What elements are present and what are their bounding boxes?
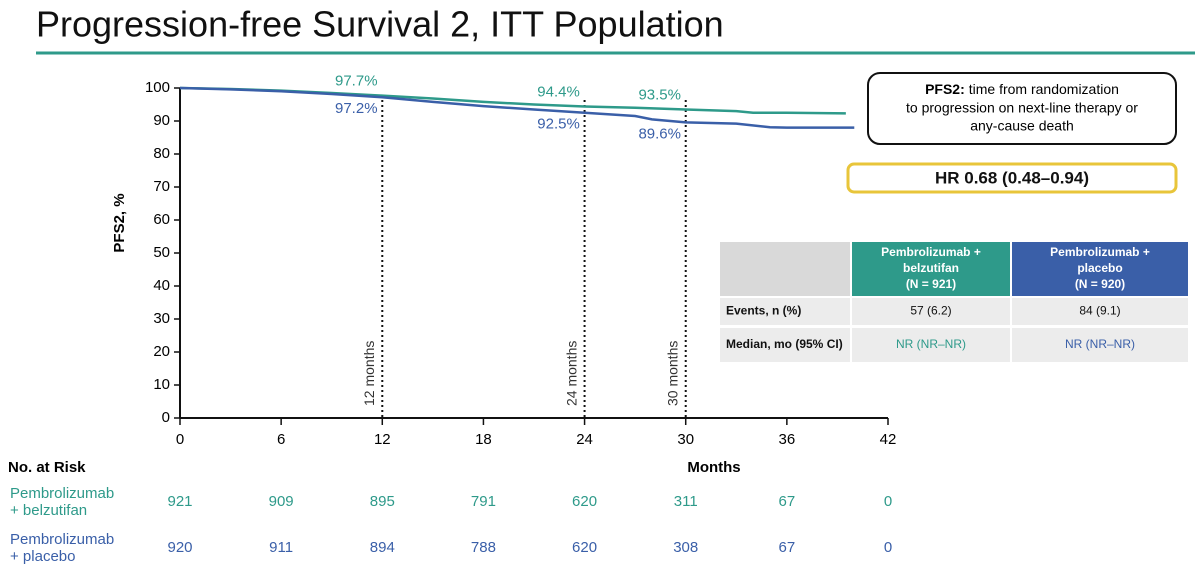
data-label: 93.5% — [638, 86, 681, 103]
table-header-text: Pembrolizumab + — [881, 245, 981, 259]
definition-line: time from randomization — [969, 81, 1119, 97]
y-tick-label: 40 — [153, 277, 170, 294]
table-cell — [1012, 298, 1188, 325]
table-value: 84 (9.1) — [1079, 304, 1120, 318]
table-cell — [720, 328, 850, 362]
y-tick-label: 80 — [153, 145, 170, 162]
y-tick-label: 70 — [153, 178, 170, 195]
risk-count: 308 — [673, 539, 698, 556]
table-cell — [720, 298, 850, 325]
reference-label: 12 months — [361, 341, 377, 406]
y-tick-label: 20 — [153, 343, 170, 360]
x-tick-label: 42 — [880, 431, 897, 448]
table-value: 57 (6.2) — [910, 304, 951, 318]
risk-count: 894 — [370, 539, 395, 556]
x-tick-label: 36 — [779, 431, 796, 448]
table-cell — [1012, 328, 1188, 362]
risk-count: 909 — [269, 493, 294, 510]
survival-curve — [179, 86, 855, 129]
table-header-text: belzutifan — [903, 261, 959, 275]
hazard-ratio: HR 0.68 (0.48–0.94) — [935, 168, 1089, 187]
x-tick-label: 24 — [576, 431, 593, 448]
definition-label: PFS2: — [925, 81, 965, 97]
x-tick-label: 30 — [677, 431, 694, 448]
table-corner — [720, 242, 850, 296]
risk-table-title: No. at Risk — [8, 459, 86, 476]
risk-count: 788 — [471, 539, 496, 556]
risk-count: 0 — [884, 493, 892, 510]
risk-count: 67 — [779, 539, 796, 556]
y-tick-label: 60 — [153, 211, 170, 228]
risk-count: 921 — [167, 493, 192, 510]
risk-count: 311 — [674, 493, 698, 510]
table-cell — [852, 298, 1010, 325]
risk-count: 0 — [884, 539, 892, 556]
risk-row-name: + placebo — [10, 548, 75, 565]
definition-line: to progression on next-line therapy or — [906, 100, 1138, 116]
data-label: 97.2% — [335, 100, 378, 117]
risk-count: 620 — [572, 539, 597, 556]
risk-count: 620 — [572, 493, 597, 510]
definition-box — [867, 72, 1177, 145]
y-axis-label: PFS2, % — [111, 193, 128, 252]
definition-text: PFS2: time from randomization — [925, 81, 1119, 97]
x-axis-label: Months — [687, 459, 740, 476]
table-header-text: (N = 920) — [1075, 277, 1125, 291]
data-label: 97.7% — [335, 73, 378, 90]
reference-label: 30 months — [664, 341, 680, 406]
table-header-cell — [1012, 242, 1188, 296]
y-tick-label: 100 — [145, 79, 170, 96]
y-tick-label: 10 — [153, 376, 170, 393]
risk-count: 67 — [779, 493, 796, 510]
slide-title: Progression-free Survival 2, ITT Populat… — [36, 4, 724, 45]
table-header-cell — [852, 242, 1010, 296]
table-row-label: Events, n (%) — [726, 304, 801, 318]
data-label: 94.4% — [537, 83, 580, 100]
reference-label: 24 months — [563, 341, 579, 406]
y-tick-label: 0 — [162, 409, 170, 426]
table-header-text: placebo — [1077, 261, 1122, 275]
x-tick-label: 6 — [277, 431, 285, 448]
y-tick-label: 90 — [153, 112, 170, 129]
y-tick-label: 30 — [153, 310, 170, 327]
risk-count: 895 — [370, 493, 395, 510]
table-row-label: Median, mo (95% CI) — [726, 337, 843, 351]
risk-row-name: Pembrolizumab — [10, 531, 114, 548]
x-tick-label: 18 — [475, 431, 492, 448]
risk-count: 791 — [471, 493, 496, 510]
data-label: 92.5% — [537, 116, 580, 133]
y-tick-label: 50 — [153, 244, 170, 261]
x-tick-label: 0 — [176, 431, 184, 448]
risk-row-name: + belzutifan — [10, 502, 87, 519]
risk-count: 920 — [167, 539, 192, 556]
table-header-text: Pembrolizumab + — [1050, 245, 1150, 259]
hr-box — [846, 162, 1178, 194]
table-value: NR (NR–NR) — [1065, 337, 1135, 351]
risk-row-name: Pembrolizumab — [10, 485, 114, 502]
table-header-text: (N = 921) — [906, 277, 956, 291]
risk-count: 911 — [269, 539, 293, 556]
table-value: NR (NR–NR) — [896, 337, 966, 351]
data-label: 89.6% — [638, 125, 681, 142]
x-tick-label: 12 — [374, 431, 391, 448]
definition-line: any-cause death — [970, 118, 1074, 134]
table-cell — [852, 328, 1010, 362]
